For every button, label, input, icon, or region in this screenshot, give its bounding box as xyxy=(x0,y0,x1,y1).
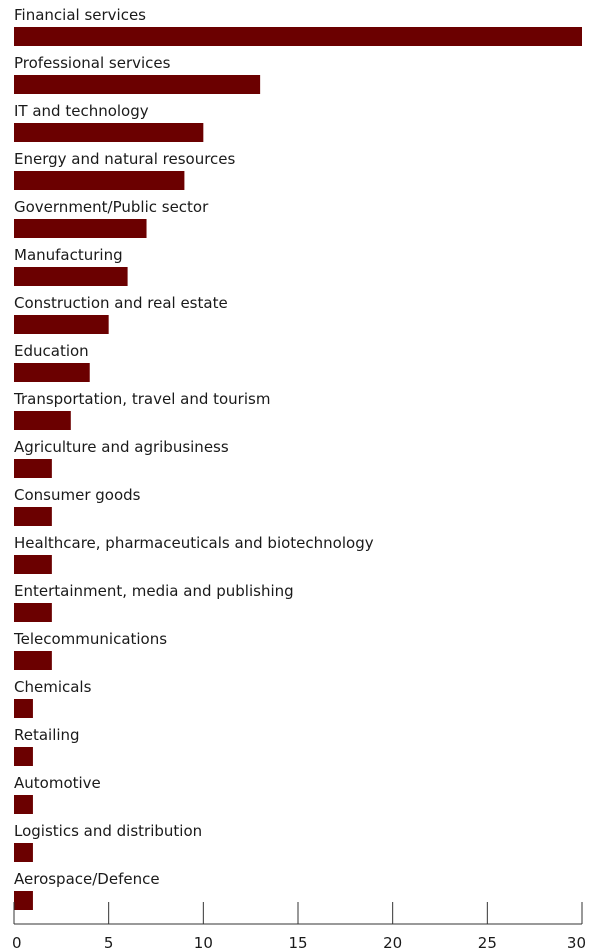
bar xyxy=(14,891,33,910)
bars-group xyxy=(14,27,582,910)
bar xyxy=(14,267,128,286)
category-label: Agriculture and agribusiness xyxy=(14,438,229,456)
category-label: Professional services xyxy=(14,54,171,72)
category-label: Construction and real estate xyxy=(14,294,228,312)
category-label: Healthcare, pharmaceuticals and biotechn… xyxy=(14,534,374,552)
category-label: Consumer goods xyxy=(14,486,141,504)
category-label: Chemicals xyxy=(14,678,92,696)
category-label: Logistics and distribution xyxy=(14,822,202,840)
category-labels-group: Financial services Professional services I… xyxy=(13,6,374,888)
bar xyxy=(14,699,33,718)
x-tick-label: 30 xyxy=(567,934,586,952)
bar xyxy=(14,603,52,622)
category-label: Financial services xyxy=(14,6,146,24)
category-label: Entertainment, media and publishing xyxy=(14,582,294,600)
category-label: Manufacturing xyxy=(14,246,123,264)
bar xyxy=(14,75,261,94)
x-tick-label: 0 xyxy=(12,934,22,952)
bar xyxy=(14,315,109,334)
bar xyxy=(14,363,90,382)
bar xyxy=(14,747,33,766)
bar xyxy=(14,171,185,190)
bar xyxy=(14,459,52,478)
bar xyxy=(14,555,52,574)
x-tick-label: 15 xyxy=(288,934,307,952)
bar xyxy=(14,219,147,238)
category-label: Government/Public sector xyxy=(14,198,209,216)
bar xyxy=(14,411,71,430)
x-tick-label: 5 xyxy=(104,934,114,952)
bar xyxy=(14,123,204,142)
category-label: Aerospace/Defence xyxy=(14,870,160,888)
x-axis: 0 5 10 15 20 25 30 xyxy=(12,902,586,952)
category-label: Retailing xyxy=(14,726,80,744)
category-label: IT and technology xyxy=(14,102,149,120)
x-tick-label: 20 xyxy=(383,934,402,952)
bar xyxy=(14,507,52,526)
bar xyxy=(14,27,582,46)
category-label: Automotive xyxy=(14,774,101,792)
category-label: Telecommunications xyxy=(13,630,167,648)
category-label: Energy and natural resources xyxy=(14,150,236,168)
bar xyxy=(14,843,33,862)
category-label: Education xyxy=(14,342,89,360)
category-label: Transportation, travel and tourism xyxy=(13,390,270,408)
x-tick-label: 25 xyxy=(478,934,497,952)
x-tick-label: 10 xyxy=(194,934,213,952)
bar xyxy=(14,651,52,670)
bar xyxy=(14,795,33,814)
